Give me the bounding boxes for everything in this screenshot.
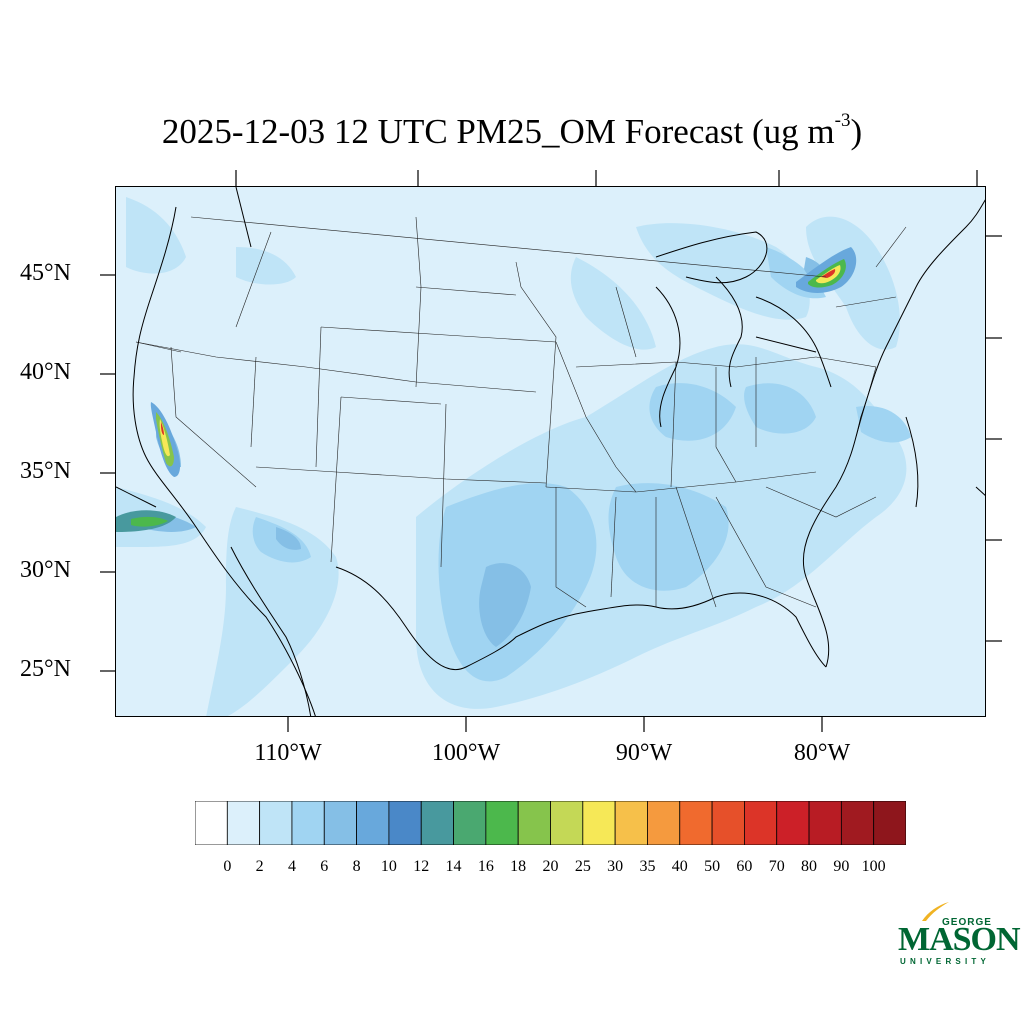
colorbar-swatch bbox=[259, 801, 293, 845]
map-title: 2025-12-03 12 UTC PM25_OM Forecast (ug m… bbox=[161, 110, 863, 151]
colorbar-tick-label: 100 bbox=[861, 858, 886, 875]
colorbar-swatch bbox=[808, 801, 842, 845]
colorbar-tick-label: 16 bbox=[477, 858, 494, 875]
colorbar-swatch bbox=[647, 801, 681, 845]
logo-swoosh-icon bbox=[922, 902, 949, 921]
lon-label-80w: 80°W bbox=[793, 740, 851, 766]
colorbar-tick-label: 40 bbox=[671, 858, 688, 875]
colorbar-tick-label: 60 bbox=[736, 858, 753, 875]
colorbar-tick-label: 8 bbox=[352, 858, 361, 875]
logo-george: GEORGE bbox=[942, 917, 992, 928]
colorbar-tick-label: 2 bbox=[255, 858, 264, 875]
title-superscript: -3 bbox=[834, 110, 851, 132]
colorbar-swatch bbox=[873, 801, 906, 845]
colorbar-swatch bbox=[840, 801, 875, 845]
logo-university: UNIVERSITY bbox=[900, 957, 991, 966]
colorbar-swatch bbox=[356, 801, 390, 845]
colorbar-swatch bbox=[744, 801, 778, 845]
lon-label-90w: 90°W bbox=[615, 740, 673, 766]
california-hotspot bbox=[116, 402, 181, 532]
logo-mason: MASON bbox=[898, 921, 1021, 958]
colorbar-swatch bbox=[614, 801, 648, 845]
lat-label-30: 30°N bbox=[20, 557, 71, 583]
lat-label-25: 25°N bbox=[20, 656, 71, 682]
gmu-logo: GEORGE MASON UNIVERSITY bbox=[898, 900, 1021, 970]
colorbar-swatch bbox=[226, 801, 261, 845]
colorbar-swatch bbox=[195, 801, 228, 845]
colorbar-tick-label: 35 bbox=[639, 858, 656, 875]
map-panel[interactable] bbox=[115, 186, 986, 717]
colorbar-labels: 0 2 4 6 8 10 12 14 16 18 20 25 30 35 40 50 60 70 80 90 100 bbox=[195, 858, 906, 878]
colorbar-swatch bbox=[517, 801, 551, 845]
colorbar-swatch bbox=[550, 801, 584, 845]
colorbar-tick-label: 90 bbox=[833, 858, 850, 875]
colorbar-swatch bbox=[453, 801, 487, 845]
colorbar-swatch bbox=[679, 801, 713, 845]
colorbar-tick-label: 4 bbox=[287, 858, 296, 875]
colorbar-tick-label: 0 bbox=[223, 858, 232, 875]
state-boundaries bbox=[135, 216, 907, 608]
lon-label-100w: 100°W bbox=[431, 740, 501, 766]
colorbar-tick-label: 80 bbox=[801, 858, 818, 875]
colorbar-swatch bbox=[582, 801, 616, 845]
lat-label-45: 45°N bbox=[20, 260, 71, 286]
lat-label-40: 40°N bbox=[20, 359, 71, 385]
coastlines bbox=[116, 187, 985, 716]
northeast-hotspot bbox=[796, 247, 857, 293]
colorbar-tick-label: 25 bbox=[574, 858, 591, 875]
colorbar-tick-label: 6 bbox=[320, 858, 329, 875]
colorbar-tick-label: 50 bbox=[704, 858, 721, 875]
colorbar-swatch bbox=[711, 801, 745, 845]
lat-label-35: 35°N bbox=[20, 458, 71, 484]
colorbar-tick-label: 70 bbox=[768, 858, 785, 875]
colorbar-tick-label: 20 bbox=[542, 858, 559, 875]
colorbar-tick-label: 18 bbox=[510, 858, 527, 875]
colorbar-tick-label: 12 bbox=[413, 858, 430, 875]
colorbar-swatch bbox=[776, 801, 810, 845]
colorbar-tick-label: 10 bbox=[380, 858, 397, 875]
colorbar bbox=[195, 801, 906, 845]
colorbar-swatch bbox=[323, 801, 357, 845]
colorbar-swatch bbox=[420, 801, 454, 845]
colorbar-swatch bbox=[291, 801, 325, 845]
colorbar-swatch bbox=[485, 801, 519, 845]
colorbar-swatch bbox=[388, 801, 422, 845]
colorbar-tick-label: 30 bbox=[607, 858, 624, 875]
colorbar-tick-label: 14 bbox=[445, 858, 462, 875]
lon-label-110w: 110°W bbox=[254, 740, 322, 766]
